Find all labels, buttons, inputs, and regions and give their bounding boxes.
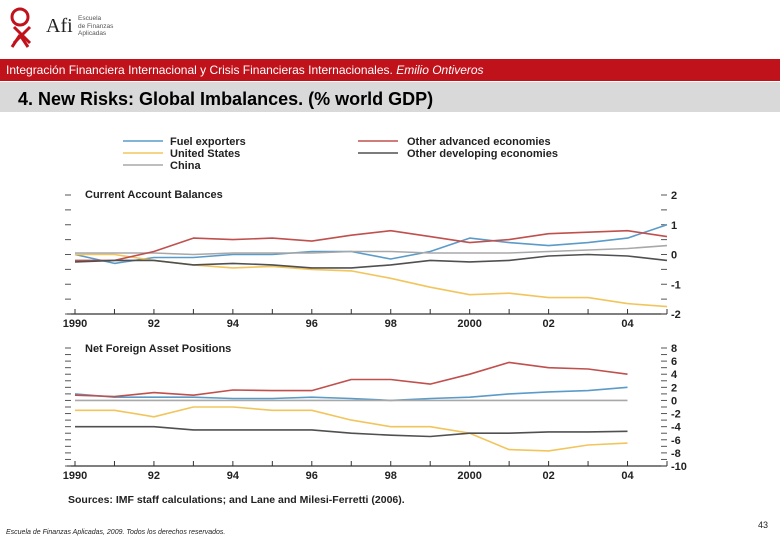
legend-label-china: China xyxy=(170,160,201,172)
panel2-ytick-label: -8 xyxy=(671,448,681,460)
course-header-bar: Integración Financiera Internacional y C… xyxy=(0,59,780,81)
panel1-ytick-label: 2 xyxy=(671,190,677,202)
panel1-xtick-label: 96 xyxy=(306,318,318,330)
panel1-xtick-label: 94 xyxy=(227,318,240,330)
slide-title-bar: 4. New Risks: Global Imbalances. (% worl… xyxy=(0,82,780,112)
legend-label-other-developing: Other developing economies xyxy=(407,148,558,160)
panel2-ytick-label: -6 xyxy=(671,435,681,447)
panel2-xtick-label: 02 xyxy=(542,470,554,482)
panel1-xtick-label: 1990 xyxy=(63,318,87,330)
panel1-xtick-label: 92 xyxy=(148,318,160,330)
afi-logo: Afi Escuela de Finanzas Aplicadas xyxy=(6,5,116,53)
panel2-xtick-label: 96 xyxy=(306,470,318,482)
brand-subtitle: Escuela de Finanzas Aplicadas xyxy=(78,15,114,37)
panel1-series-other-developing-economies xyxy=(74,253,668,269)
panel1-xtick-label: 98 xyxy=(385,318,397,330)
panel2-ytick-label: 2 xyxy=(671,382,677,394)
legend-label-other-advanced: Other advanced economies xyxy=(407,136,551,148)
panel2-series-fuel-exporters xyxy=(74,386,628,402)
legend-label-united-states: United States xyxy=(170,148,240,160)
author-name: Emilio Ontiveros xyxy=(396,63,484,77)
panel1-xtick-label: 02 xyxy=(542,318,554,330)
panel2-series-united-states xyxy=(75,406,628,452)
panel1-ytick-label: -1 xyxy=(671,279,681,291)
panel1-series-other-advanced-economies xyxy=(75,229,668,262)
afi-logo-mark-icon xyxy=(10,7,32,48)
panel2-xtick-label: 04 xyxy=(621,470,634,482)
current-account-panel: 2 1 0 -1 -2 1990 92 94 96 98 2000 02 04 xyxy=(63,190,681,330)
panel2-xtick-label: 94 xyxy=(227,470,240,482)
panel1-ytick-label: 0 xyxy=(671,250,677,262)
brand-name: Afi xyxy=(46,15,73,37)
panel2-xtick-label: 2000 xyxy=(457,470,481,482)
panel1-ytick-label: -2 xyxy=(671,309,681,321)
panel2-title: Net Foreign Asset Positions xyxy=(85,343,231,355)
panel2-xtick-label: 98 xyxy=(385,470,397,482)
panel2-series-other-advanced-economies xyxy=(74,361,628,398)
panel2-xtick-label: 92 xyxy=(148,470,160,482)
panel2-ytick-label: 0 xyxy=(671,395,677,407)
panel2-xtick-label: 1990 xyxy=(63,470,87,482)
panel1-xtick-label: 2000 xyxy=(457,318,481,330)
panel1-ytick-label: 1 xyxy=(671,220,677,232)
copyright-footer: Escuela de Finanzas Aplicadas, 2009. Tod… xyxy=(6,529,226,536)
global-imbalances-figure: Fuel exporters United States China Other… xyxy=(63,136,687,506)
panel2-ytick-label: 6 xyxy=(671,356,677,368)
slide-title: 4. New Risks: Global Imbalances. (% worl… xyxy=(18,89,434,109)
panel1-xtick-label: 04 xyxy=(621,318,634,330)
panel2-series-other-developing-economies xyxy=(75,425,628,438)
panel2-ytick-label: 4 xyxy=(671,369,678,381)
panel2-ytick-label: -4 xyxy=(671,422,682,434)
panel2-ytick-label: -10 xyxy=(671,461,687,473)
page-number: 43 xyxy=(758,520,769,530)
legend: Fuel exporters United States China Other… xyxy=(123,136,558,172)
legend-label-fuel-exporters: Fuel exporters xyxy=(170,136,246,148)
panel1-series-china xyxy=(75,244,668,256)
panel1-title: Current Account Balances xyxy=(85,189,223,201)
panel2-ytick-label: 8 xyxy=(671,343,677,355)
chart-source: Sources: IMF staff calculations; and Lan… xyxy=(68,494,405,506)
course-title: Integración Financiera Internacional y C… xyxy=(6,63,393,77)
panel1-series-fuel-exporters xyxy=(74,224,668,265)
panel2-ytick-label: -2 xyxy=(671,409,681,421)
